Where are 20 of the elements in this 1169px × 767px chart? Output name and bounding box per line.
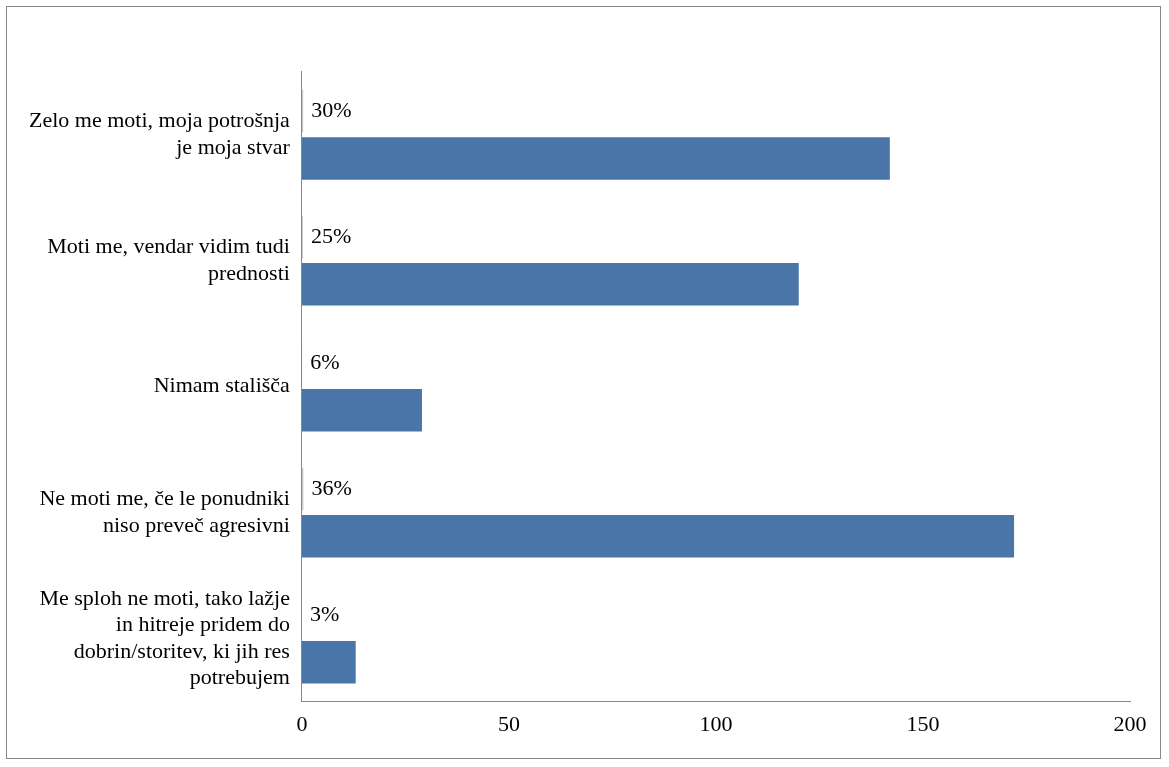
y-tick-label: Me sploh ne moti, tako lažje in hitreje pridem do dobrin/storitev, ki jih res potrebujem: [39, 584, 290, 689]
x-tick-label: 0: [296, 710, 308, 736]
x-tick-label: 50: [497, 710, 520, 736]
data-label: 30%: [311, 96, 352, 122]
data-label: 3%: [310, 600, 340, 626]
y-tick-label: Nimam stališča: [153, 372, 291, 398]
bar: [301, 389, 422, 432]
bar: [301, 640, 356, 684]
x-tick-label: 200: [1113, 710, 1147, 736]
bar: [301, 137, 890, 180]
data-label: 25%: [310, 222, 352, 248]
y-tick-label: Zelo me moti, moja potrošnja je moja stvar: [28, 107, 291, 159]
bar: [301, 515, 1015, 558]
data-label: 36%: [311, 474, 352, 500]
x-tick-label: 150: [906, 710, 940, 736]
y-tick-label: Moti me, vendar vidim tudi prednosti: [47, 233, 290, 285]
bar: [301, 263, 799, 306]
data-label: 6%: [310, 348, 340, 374]
y-tick-label: Ne moti me, če le ponudniki niso preveč agresivni: [39, 485, 290, 537]
x-tick-label: 100: [699, 710, 733, 736]
